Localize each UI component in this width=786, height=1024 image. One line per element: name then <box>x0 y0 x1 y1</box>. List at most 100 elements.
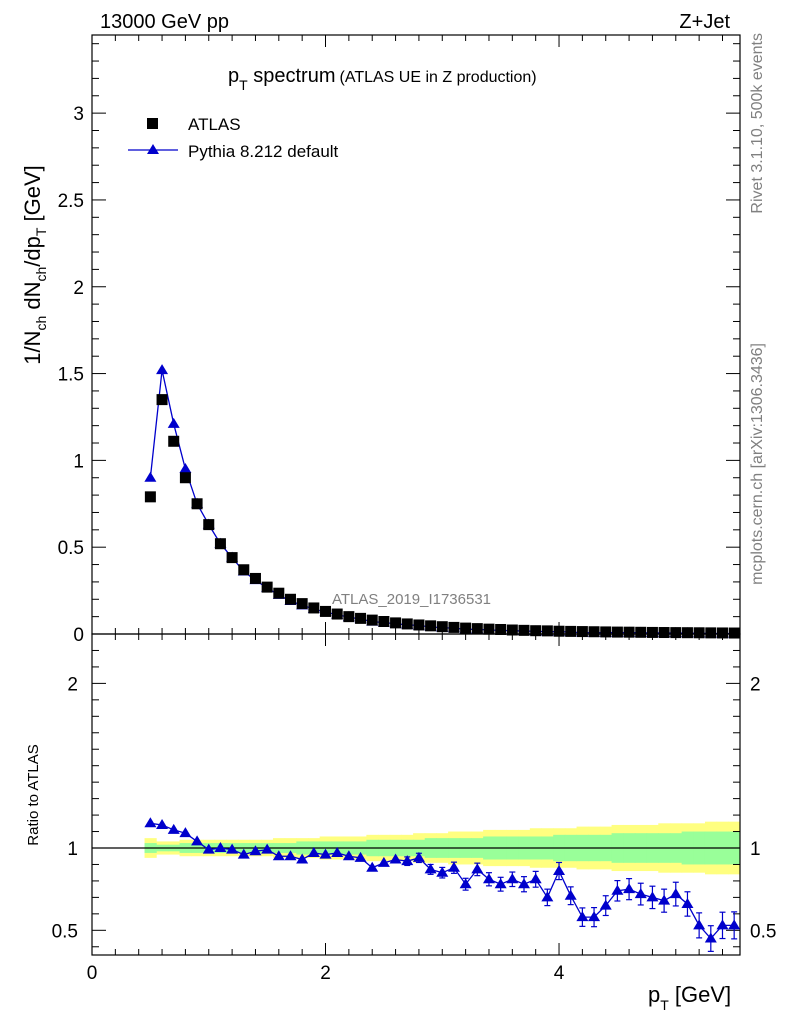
ratio-pythia-point <box>296 853 309 864</box>
ylabel-g: [GeV] <box>20 165 45 227</box>
atlas-point <box>366 614 378 626</box>
atlas-point <box>203 519 215 531</box>
ratio-pythia-point <box>354 851 367 862</box>
main-ytick-label: 3 <box>73 104 84 125</box>
atlas-point <box>506 624 518 636</box>
atlas-point <box>261 581 273 593</box>
ratio-pythia-point <box>179 827 192 838</box>
ratio-pythia-point <box>261 843 274 854</box>
atlas-point <box>553 625 565 637</box>
ratio-pythia-point <box>156 818 169 829</box>
ratio-pythia-point <box>529 873 542 884</box>
xtick-label: 2 <box>320 963 331 984</box>
ratio-ytick-label: 0.5 <box>52 921 78 942</box>
atlas-point <box>460 622 472 634</box>
ratio-ytick-label-right: 0.5 <box>750 921 776 942</box>
ratio-pythia-point <box>424 863 437 874</box>
atlas-point <box>635 626 647 638</box>
ratio-pythia-point <box>681 897 694 908</box>
ratio-pythia-point <box>576 911 589 922</box>
ratio-pythia-point <box>716 919 729 930</box>
title-sub: T <box>239 77 248 93</box>
atlas-point <box>565 625 577 637</box>
ylabel-b: ch <box>33 316 49 331</box>
ratio-pythia-point <box>272 850 285 861</box>
atlas-point <box>518 624 530 636</box>
atlas-point <box>296 598 308 610</box>
process-label: Z+Jet <box>679 11 730 33</box>
energy-label: 13000 GeV pp <box>100 11 229 33</box>
atlas-point <box>670 627 682 639</box>
atlas-point <box>343 611 355 623</box>
ylabel-f: T <box>33 227 49 236</box>
main-ytick-label: 1 <box>73 451 84 472</box>
ratio-pythia-point <box>588 911 601 922</box>
ratio-pythia-point <box>249 845 262 856</box>
ratio-ytick-label-right: 2 <box>750 674 761 695</box>
atlas-point <box>273 587 285 599</box>
ratio-pythia-point <box>646 891 659 902</box>
ratio-pythia-point <box>237 848 250 859</box>
ratio-pythia-point <box>459 878 472 889</box>
main-ytick-label: 2.5 <box>58 191 84 212</box>
atlas-point <box>355 612 367 624</box>
atlas-point <box>728 627 740 639</box>
atlas-point <box>191 498 203 510</box>
ratio-pythia-point <box>599 899 612 910</box>
atlas-point <box>646 626 658 638</box>
atlas-point <box>413 619 425 631</box>
atlas-point <box>308 602 320 614</box>
ratio-pythia-point <box>412 851 425 862</box>
ratio-pythia-point <box>191 835 204 846</box>
ratio-pythia-point <box>658 894 671 905</box>
pythia-point <box>156 364 169 375</box>
ratio-pythia-point <box>202 843 215 854</box>
pythia-point <box>167 417 180 428</box>
ratio-pythia-point <box>331 846 344 857</box>
pythia-point <box>179 463 192 474</box>
legend-pythia-label: Pythia 8.212 default <box>188 142 339 161</box>
ylabel-e: /dp <box>20 236 45 267</box>
ratio-pythia-point <box>342 850 355 861</box>
atlas-point <box>483 623 495 635</box>
ratio-pythia-point <box>704 932 717 943</box>
ratio-pythia-point <box>634 888 647 899</box>
xtick-label: 0 <box>87 963 98 984</box>
ratio-pythia-point <box>541 891 554 902</box>
ylabel-d: ch <box>33 267 49 282</box>
xlabel: pT [GeV] <box>648 982 731 1013</box>
main-ytick-label: 1.5 <box>58 365 84 386</box>
ylabel-c: dN <box>20 282 45 316</box>
ratio-pythia-point <box>144 817 157 828</box>
legend-atlas-label: ATLAS <box>188 115 241 134</box>
ratio-pythia-point <box>167 823 180 834</box>
ratio-pythia-point <box>564 889 577 900</box>
atlas-point <box>238 564 250 576</box>
atlas-point <box>144 491 156 503</box>
atlas-point <box>378 615 390 627</box>
atlas-point <box>530 625 542 637</box>
ratio-pythia-point <box>518 878 530 889</box>
ratio-pythia-point <box>226 843 239 854</box>
main-data-layer <box>144 364 741 639</box>
analysis-label: ATLAS_2019_I1736531 <box>332 591 491 608</box>
ratio-pythia-point <box>506 873 519 884</box>
source-label: mcplots.cern.ch [arXiv:1306.3436] <box>749 343 766 585</box>
atlas-point <box>284 593 296 605</box>
ylabel-a: 1/N <box>20 331 45 365</box>
ratio-pythia-point <box>401 855 414 866</box>
ratio-pythia-point <box>693 919 706 930</box>
ratio-pythia-point <box>307 846 320 857</box>
xlabel-b: T <box>660 997 669 1013</box>
xlabel-c: [GeV] <box>669 982 731 1007</box>
atlas-point <box>179 472 191 484</box>
ratio-pythia-point <box>611 884 624 895</box>
ratio-pythia-point <box>553 865 566 876</box>
atlas-point <box>681 627 693 639</box>
atlas-point <box>471 623 483 635</box>
atlas-point <box>226 552 238 564</box>
atlas-point <box>623 626 635 638</box>
main-ytick-label: 0 <box>73 625 84 646</box>
main-ytick-label: 0.5 <box>58 538 84 559</box>
